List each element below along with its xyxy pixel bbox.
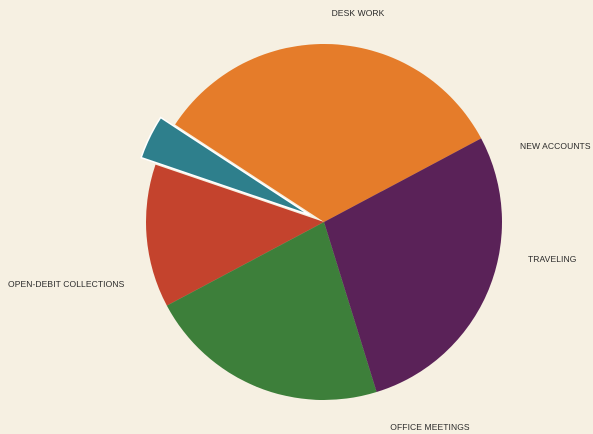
- slice-label-open-debit-collections: OPEN-DEBIT COLLECTIONS: [8, 279, 125, 289]
- slice-label-traveling: TRAVELING: [528, 254, 576, 264]
- slice-label-new-accounts: NEW ACCOUNTS: [520, 141, 591, 151]
- pie-slice-traveling: [146, 164, 324, 306]
- pie-slice-office-meetings: [166, 222, 377, 401]
- slice-label-desk-work: DESK WORK: [332, 8, 385, 18]
- pie-slice-desk-work: [175, 43, 482, 222]
- slice-label-office-meetings: OFFICE MEETINGS: [390, 422, 470, 432]
- pie-slice-open-debit-collections: [324, 138, 502, 393]
- pie-slice-new-accounts: [140, 116, 311, 216]
